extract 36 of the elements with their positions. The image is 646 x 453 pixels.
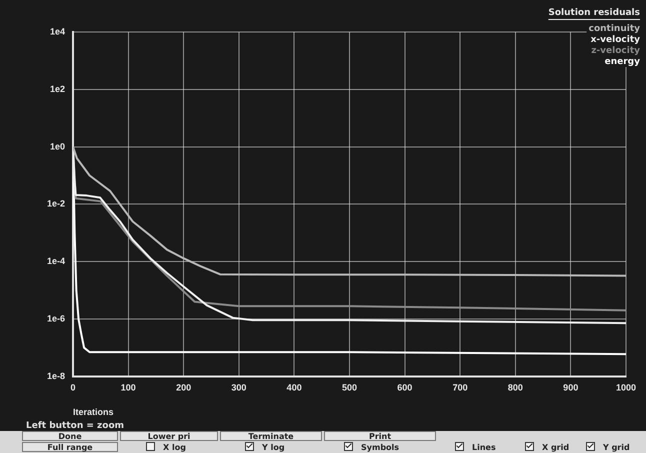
text: X grid bbox=[541, 442, 570, 453]
text: X log bbox=[162, 442, 186, 453]
text: Lower pri bbox=[120, 431, 218, 441]
x-tick-label: 200 bbox=[176, 382, 192, 392]
text: energy bbox=[604, 56, 640, 67]
y-tick-label: 1e-4 bbox=[46, 256, 65, 266]
y-tick-label: 1e2 bbox=[50, 84, 65, 94]
x-tick-label: 0 bbox=[70, 382, 76, 392]
y-tick-label: 1e0 bbox=[50, 141, 65, 152]
x-tick-label: 600 bbox=[397, 382, 412, 392]
x-axis-title: Iterations bbox=[73, 407, 114, 418]
text: Left button = zoom bbox=[26, 420, 124, 431]
text: continuity bbox=[588, 24, 640, 34]
x-tick-label: 700 bbox=[452, 382, 468, 392]
text: Y log bbox=[261, 442, 285, 453]
y-tick-label: 1e4 bbox=[50, 26, 65, 36]
x-tick-label: 500 bbox=[342, 382, 358, 392]
y-tick-label: 1e-2 bbox=[46, 198, 65, 209]
x-tick-label: 100 bbox=[120, 382, 136, 392]
text: Done bbox=[22, 431, 118, 441]
x-tick-label: 400 bbox=[286, 382, 302, 392]
text: z-velocity bbox=[591, 46, 640, 56]
legend-title: Solution residuals bbox=[548, 8, 640, 18]
text: Lines bbox=[471, 442, 496, 453]
x-tick-label: 900 bbox=[563, 382, 578, 392]
text: Symbols bbox=[360, 442, 400, 453]
text: Terminate bbox=[220, 431, 322, 441]
y-tick-label: 1e-8 bbox=[46, 370, 65, 381]
text: Print bbox=[324, 431, 436, 441]
x-tick-label: 800 bbox=[508, 382, 523, 392]
y-tick-label: 1e-6 bbox=[46, 313, 65, 324]
x-tick-label: 1000 bbox=[616, 382, 636, 392]
text: x-velocity bbox=[590, 34, 640, 45]
text: Full range bbox=[22, 442, 118, 452]
text: Y grid bbox=[602, 442, 630, 453]
x-tick-label: 300 bbox=[231, 382, 246, 392]
